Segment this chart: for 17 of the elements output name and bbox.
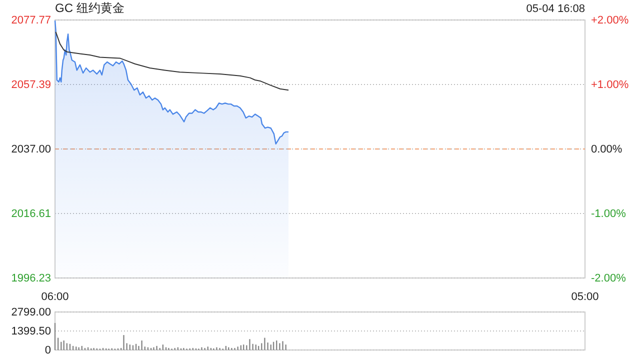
y-tick-label: 1399.50 [11,326,51,338]
y-tick-label: 2057.39 [11,79,51,92]
y-tick-label: 2037.00 [11,144,51,156]
y-tick-label: 1996.23 [11,272,51,285]
y-tick-label: 2077.77 [11,14,51,27]
x-tick-label: 06:00 [41,290,69,303]
x-tick-label: 05:00 [571,290,599,303]
y2-tick-label: +2.00% [591,14,629,27]
y-tick-label: 2016.61 [11,208,51,220]
y2-tick-label: +1.00% [591,79,629,92]
y-tick-label: 0 [44,344,51,357]
text: 05-04 16:08 [526,3,585,15]
y2-tick-label: 0.00% [591,144,622,156]
y2-tick-label: -1.00% [591,208,626,220]
chart-title: GC 纽约黄金 [55,1,124,15]
y-tick-label: 2799.00 [11,306,51,319]
y2-tick-label: -2.00% [591,272,626,285]
